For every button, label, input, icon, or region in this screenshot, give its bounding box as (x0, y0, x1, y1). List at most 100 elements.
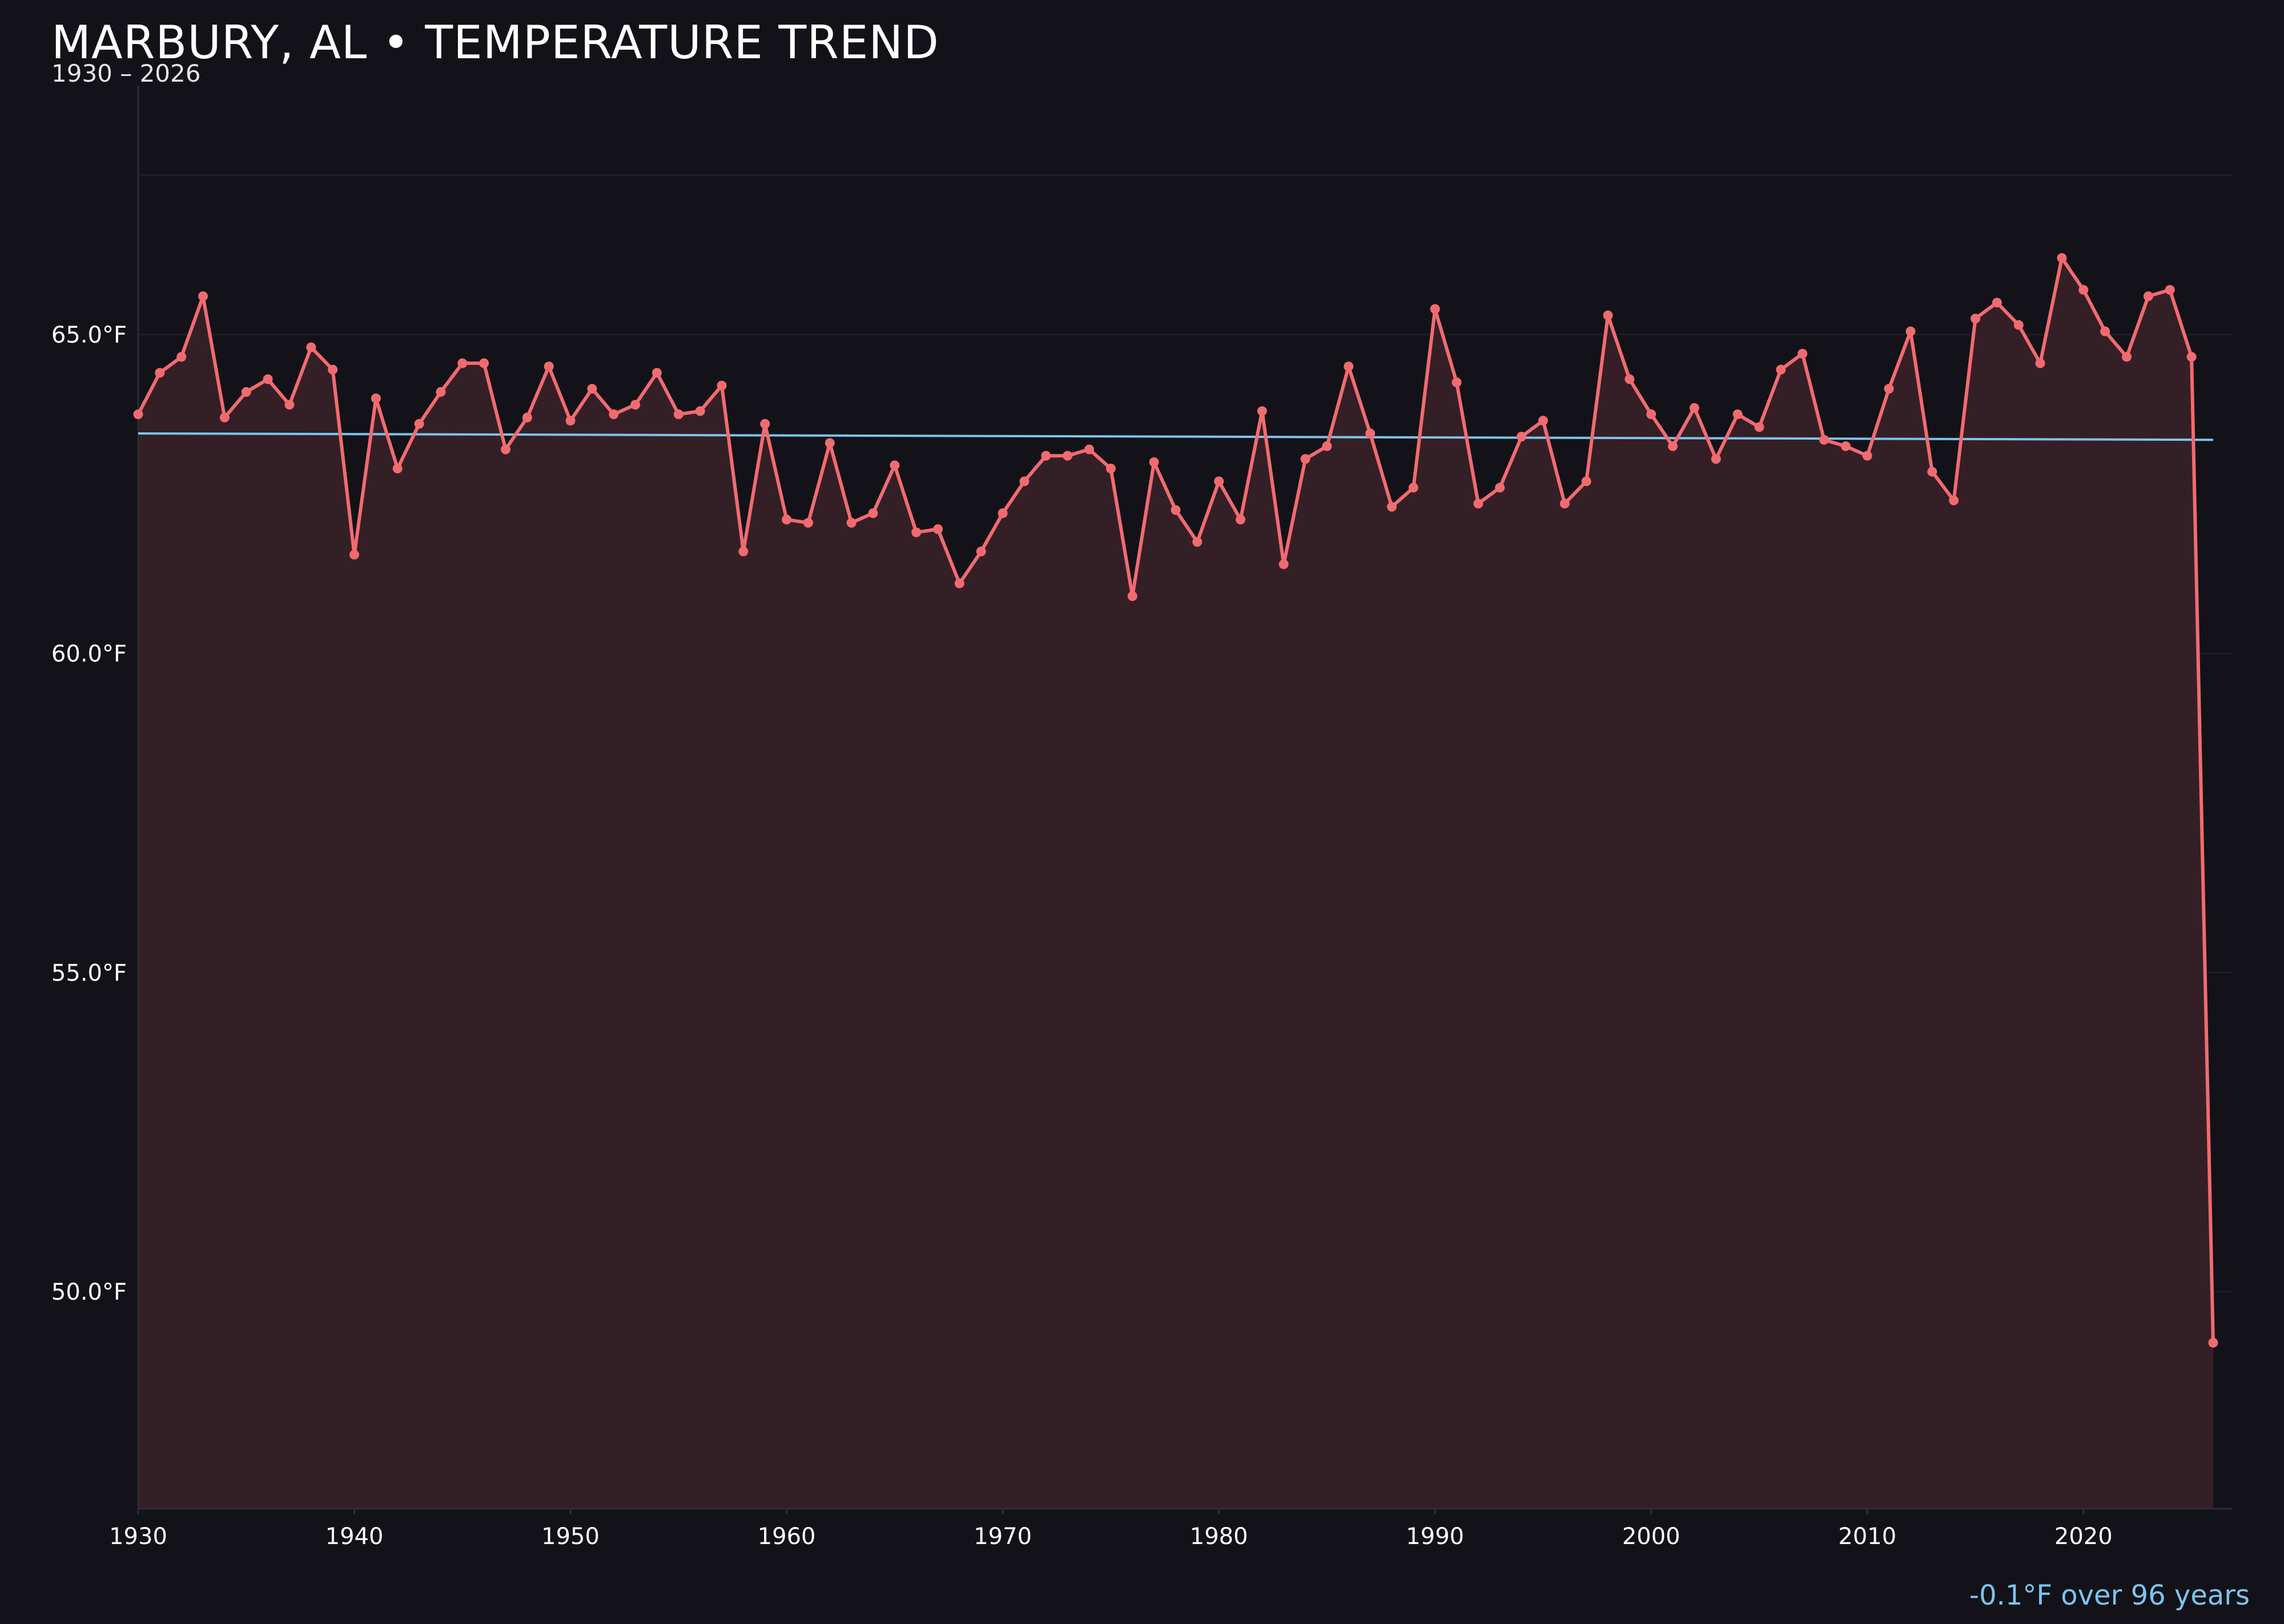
x-tick-label: 1950 (541, 1523, 600, 1550)
data-point (1451, 377, 1462, 388)
axes (137, 86, 2233, 1510)
data-point (544, 361, 554, 372)
y-tick-label: 65.0°F (51, 322, 127, 348)
y-tick-label: 60.0°F (51, 641, 127, 668)
data-point (155, 368, 165, 378)
data-point (1646, 409, 1656, 420)
data-point (868, 508, 878, 518)
data-point (933, 524, 943, 534)
data-point (717, 380, 727, 391)
data-point (1884, 384, 1894, 394)
data-point (1278, 559, 1289, 569)
data-point (522, 412, 532, 423)
data-point (1689, 403, 1699, 413)
data-point (1387, 502, 1397, 512)
data-point (1711, 454, 1721, 464)
data-point (1905, 326, 1916, 336)
data-point (1971, 313, 1981, 324)
data-point (1624, 374, 1635, 384)
data-point (2208, 1337, 2218, 1348)
x-tick-label: 1930 (109, 1523, 167, 1550)
data-point (1257, 406, 1267, 416)
data-point (457, 358, 468, 368)
data-point (976, 546, 986, 557)
data-point (1732, 409, 1743, 420)
data-point (1171, 505, 1181, 515)
data-point (1127, 591, 1137, 601)
chart-title: MARBURY, AL • TEMPERATURE TREND (51, 16, 939, 69)
data-point (198, 291, 208, 302)
data-point (176, 352, 187, 362)
x-tick-label: 2010 (1838, 1523, 1896, 1550)
data-point (1214, 476, 1224, 487)
data-point (436, 387, 446, 397)
data-point (1581, 476, 1591, 487)
data-point (954, 578, 964, 589)
data-point (1365, 428, 1376, 439)
area-fill (138, 258, 2213, 1509)
data-point (1603, 310, 1613, 320)
data-point (1019, 476, 1030, 487)
area-under-line (138, 258, 2213, 1509)
y-axis-ticks: 50.0°F 55.0°F 60.0°F 65.0°F (51, 322, 127, 1305)
data-point (673, 409, 683, 420)
data-point (587, 384, 597, 394)
data-point (630, 400, 641, 410)
data-point (565, 416, 576, 426)
data-point (1776, 364, 1786, 375)
data-point (1408, 483, 1418, 493)
data-point (1559, 499, 1570, 509)
data-point (2122, 352, 2132, 362)
data-point (306, 342, 316, 352)
x-tick-label: 2020 (2054, 1523, 2113, 1550)
data-point (609, 409, 619, 420)
data-point (392, 463, 403, 473)
data-point (133, 409, 143, 420)
data-point (501, 444, 511, 455)
data-point (2035, 358, 2045, 368)
x-axis-ticks: 1930 1940 1950 1960 1970 1980 1990 2000 2010 2020 (109, 1509, 2113, 1550)
data-point (890, 460, 900, 471)
x-tick-label: 1990 (1406, 1523, 1464, 1550)
data-point (1754, 422, 1764, 432)
trend-line (138, 432, 2213, 441)
y-tick-label: 55.0°F (51, 960, 127, 986)
data-point (1322, 441, 1332, 451)
data-point (371, 393, 381, 404)
data-point (760, 419, 770, 429)
data-point (911, 527, 922, 537)
data-point (241, 387, 251, 397)
data-point (349, 549, 360, 560)
data-point (846, 517, 856, 528)
data-point (825, 438, 835, 448)
data-point (652, 368, 662, 378)
x-tick-label: 1980 (1190, 1523, 1248, 1550)
data-point (414, 419, 424, 429)
data-point (695, 406, 705, 416)
data-point (284, 400, 295, 410)
data-point (2143, 291, 2153, 302)
data-point (1105, 463, 1116, 473)
data-point (1992, 298, 2002, 308)
data-point (2013, 320, 2024, 330)
data-point (1798, 348, 1808, 359)
data-point (738, 546, 749, 557)
trend-line-group (138, 432, 2213, 441)
data-point (1192, 537, 1203, 547)
data-point (1149, 457, 1159, 467)
chart-subtitle: 1930 – 2026 (51, 59, 201, 87)
data-point (1473, 499, 1483, 509)
data-point (1840, 441, 1851, 451)
data-point (479, 358, 489, 368)
data-point (803, 517, 813, 528)
data-points (133, 253, 2218, 1348)
x-tick-label: 2000 (1622, 1523, 1680, 1550)
x-tick-label: 1970 (974, 1523, 1032, 1550)
data-point (1041, 451, 1051, 461)
data-point (2100, 326, 2110, 336)
data-point (2186, 352, 2197, 362)
data-point (219, 412, 230, 423)
data-point (1236, 514, 1246, 525)
x-tick-label: 1960 (758, 1523, 816, 1550)
